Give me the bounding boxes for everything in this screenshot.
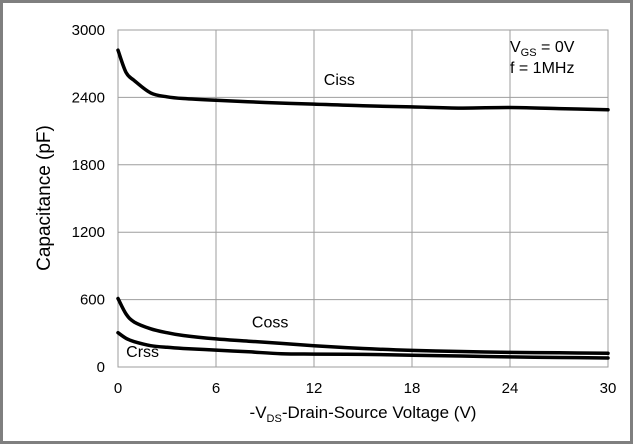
x-tick-label: 12 [306, 380, 323, 397]
x-tick-label: 18 [404, 380, 421, 397]
y-tick-label: 2400 [72, 89, 105, 106]
series-label-crss: Crss [126, 344, 159, 361]
y-tick-label: 1200 [72, 224, 105, 241]
series-curves [116, 48, 610, 360]
plot-area [117, 29, 609, 368]
x-tick-labels: 0 6 12 18 24 30 [114, 380, 617, 397]
series-line-ciss [116, 48, 610, 112]
grid-lines [118, 30, 608, 367]
series-label-ciss: Ciss [324, 72, 355, 89]
y-tick-labels: 0 600 1200 1800 2400 3000 [72, 22, 105, 376]
x-tick-label: 24 [502, 380, 519, 397]
condition-frequency: f = 1MHz [510, 60, 574, 77]
y-tick-label: 3000 [72, 22, 105, 39]
series-line-coss [116, 296, 610, 356]
condition-vgs: VGS = 0V [510, 39, 575, 59]
x-tick-label: 6 [212, 380, 220, 397]
y-tick-label: 1800 [72, 157, 105, 174]
x-tick-label: 0 [114, 380, 122, 397]
y-tick-label: 0 [97, 359, 105, 376]
series-labels: Ciss Coss Crss [126, 72, 355, 361]
series-label-coss: Coss [252, 315, 288, 332]
series-line-crss [116, 330, 610, 360]
y-axis-title: Capacitance (pF) [34, 125, 55, 271]
x-tick-label: 30 [600, 380, 617, 397]
x-axis-title: -VDS-Drain-Source Voltage (V) [250, 403, 477, 425]
y-tick-label: 600 [80, 292, 105, 309]
